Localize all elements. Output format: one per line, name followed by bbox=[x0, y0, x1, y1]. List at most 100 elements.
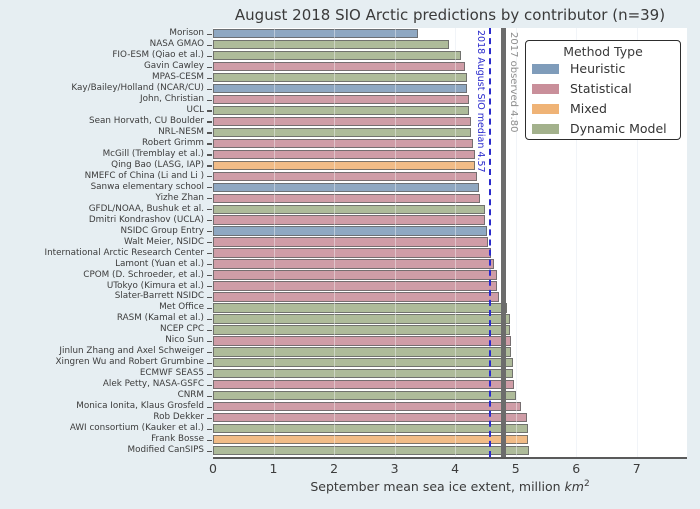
contributor-bar bbox=[213, 193, 480, 203]
contributor-label: Alek Petty, NASA-GSFC bbox=[102, 379, 204, 390]
y-tick-mark bbox=[207, 307, 212, 310]
legend-swatch-mixed bbox=[532, 104, 559, 114]
contributor-label: CNRM bbox=[177, 390, 204, 401]
x-tick-label: 0 bbox=[209, 461, 217, 476]
median-line bbox=[488, 28, 491, 457]
contributor-bar bbox=[213, 259, 494, 269]
legend-swatch-dynamic-model bbox=[532, 124, 559, 134]
contributor-bar bbox=[213, 171, 477, 181]
contributor-bar bbox=[213, 215, 486, 225]
contributor-label: Yizhe Zhan bbox=[155, 192, 204, 203]
contributor-bar bbox=[213, 401, 522, 412]
y-tick-mark bbox=[207, 242, 212, 244]
legend-item: Statistical bbox=[526, 79, 680, 99]
contributor-label: Kay/Bailey/Holland (NCAR/CU) bbox=[71, 83, 204, 94]
chart-title: August 2018 SIO Arctic predictions by co… bbox=[234, 6, 666, 24]
gridline-overlay bbox=[334, 28, 336, 457]
contributor-label: UTokyo (Kimura et al.) bbox=[106, 280, 204, 291]
contributor-label: Jinlun Zhang and Axel Schweiger bbox=[59, 346, 204, 357]
gridline-overlay bbox=[515, 28, 517, 457]
y-tick-mark bbox=[207, 417, 212, 419]
contributor-bar bbox=[213, 303, 508, 313]
y-tick-mark bbox=[207, 198, 212, 200]
legend-item-label: Mixed bbox=[570, 101, 607, 116]
y-tick-mark bbox=[207, 406, 212, 408]
contributor-bar bbox=[213, 127, 471, 138]
contributor-label: John, Christian bbox=[140, 94, 204, 105]
legend-item-label: Statistical bbox=[570, 81, 632, 96]
contributor-bar bbox=[213, 270, 497, 280]
y-tick-mark bbox=[207, 362, 212, 364]
contributor-bar bbox=[213, 182, 480, 192]
contributor-bar bbox=[213, 94, 470, 105]
x-tick-label: 5 bbox=[511, 461, 520, 476]
y-tick-mark bbox=[207, 88, 212, 90]
contributor-label: CPOM (D. Schroeder, et al.) bbox=[83, 269, 204, 280]
gridline-overlay bbox=[273, 28, 275, 457]
contributor-label: Slater-Barrett NSIDC bbox=[114, 291, 204, 302]
x-axis-label-unit: km bbox=[564, 479, 584, 495]
contributor-bar bbox=[213, 204, 486, 214]
contributor-label: Xingren Wu and Robert Grumbine bbox=[55, 357, 205, 368]
contributor-bar bbox=[213, 325, 510, 335]
y-tick-mark bbox=[207, 176, 212, 178]
legend-item: Mixed bbox=[526, 99, 680, 119]
contributor-bar bbox=[213, 281, 497, 291]
y-tick-mark bbox=[207, 329, 212, 332]
contributor-label: NRL-NESM bbox=[158, 126, 204, 137]
contributor-label: Sean Horvath, CU Boulder bbox=[88, 115, 204, 126]
y-tick-mark bbox=[207, 99, 212, 101]
contributor-label: NASA GMAO bbox=[149, 39, 204, 50]
contributor-bar bbox=[213, 39, 450, 50]
y-tick-mark bbox=[207, 121, 212, 123]
y-tick-mark bbox=[207, 110, 212, 112]
contributor-label: UCL bbox=[186, 104, 204, 115]
contributor-bar bbox=[213, 72, 468, 83]
contributor-label: Walt Meier, NSIDC bbox=[124, 236, 204, 247]
gridline-overlay bbox=[455, 28, 457, 457]
y-tick-mark bbox=[207, 428, 212, 430]
contributor-label: International Arctic Research Center bbox=[44, 247, 205, 258]
gridline bbox=[636, 28, 638, 457]
contributor-label: Qing Bao (LASG, IAP) bbox=[111, 159, 204, 170]
legend-title: Method Type bbox=[563, 44, 643, 59]
contributor-bar bbox=[213, 369, 514, 379]
contributor-bar bbox=[213, 314, 510, 324]
x-tick-label: 4 bbox=[451, 461, 460, 476]
contributor-bar bbox=[213, 116, 471, 127]
y-tick-mark bbox=[207, 275, 212, 277]
contributor-label: Met Office bbox=[159, 302, 204, 313]
contributor-bar bbox=[213, 445, 529, 456]
y-tick-mark bbox=[207, 450, 212, 452]
contributor-label: Morison bbox=[169, 28, 204, 39]
contributor-label: NSIDC Group Entry bbox=[120, 225, 204, 236]
contributor-label: Dmitri Kondrashov (UCLA) bbox=[88, 214, 204, 225]
contributor-bar bbox=[213, 149, 475, 160]
legend-swatch-statistical bbox=[532, 84, 559, 94]
y-tick-mark bbox=[207, 143, 212, 145]
y-tick-mark bbox=[207, 286, 212, 288]
y-tick-mark bbox=[207, 187, 212, 189]
y-tick-mark bbox=[207, 340, 212, 343]
x-tick-label: 7 bbox=[632, 461, 641, 476]
contributor-bar bbox=[213, 226, 487, 236]
legend-item-label: Heuristic bbox=[570, 61, 626, 76]
contributor-bar bbox=[213, 412, 528, 423]
y-tick-mark bbox=[207, 318, 212, 321]
contributor-label: AWI consortium (Kauker et al.) bbox=[69, 423, 204, 434]
y-tick-mark bbox=[207, 33, 212, 35]
observed-line-label: 2017 observed 4.80 bbox=[508, 32, 520, 133]
gridline bbox=[576, 28, 578, 457]
y-tick-mark bbox=[207, 209, 212, 211]
contributor-label: Rob Dekker bbox=[153, 412, 204, 423]
y-tick-mark bbox=[207, 296, 212, 299]
y-tick-mark bbox=[207, 231, 212, 233]
contributor-bar bbox=[213, 61, 466, 72]
contributor-bar bbox=[213, 50, 462, 61]
contributor-label: MPAS-CESM bbox=[152, 72, 204, 83]
gridline bbox=[515, 28, 517, 457]
legend-item: Heuristic bbox=[526, 59, 680, 79]
y-tick-mark bbox=[207, 44, 212, 46]
x-tick-label: 3 bbox=[390, 461, 399, 476]
median-line-label: 2018 August SIO median 4.57 bbox=[475, 30, 487, 173]
